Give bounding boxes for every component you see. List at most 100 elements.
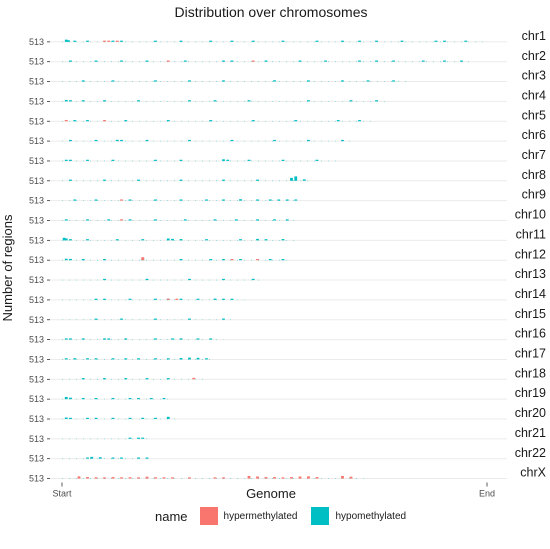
bar-hypermethylated	[115, 40, 119, 42]
bar-hypomethylated	[222, 60, 225, 62]
bar-hypomethylated	[81, 397, 85, 400]
legend: name hypermethylated hypomethylated	[0, 497, 550, 537]
bar-hypomethylated	[166, 238, 170, 241]
legend-label-hypomethylated: hypomethylated	[335, 510, 407, 522]
bar-hypermethylated	[111, 477, 115, 479]
bar-hypomethylated	[247, 100, 251, 102]
bar-hypomethylated	[154, 40, 157, 42]
bar-hypomethylated	[307, 80, 310, 82]
bar-hypomethylated	[128, 397, 132, 400]
bar-hypomethylated	[188, 100, 191, 102]
bar-hypomethylated	[222, 179, 225, 181]
bar-hypomethylated	[349, 100, 353, 102]
bar-hypomethylated	[196, 357, 200, 360]
bar-hypermethylated	[166, 60, 170, 62]
facet-label-chr19: chr19	[515, 386, 546, 400]
bar-hypomethylated	[69, 417, 72, 419]
y-tick-label: 513	[29, 96, 44, 106]
bar-hypomethylated	[103, 298, 106, 300]
bar-hypomethylated	[120, 60, 123, 62]
bar-hypomethylated	[73, 40, 77, 42]
bar-hypomethylated	[128, 437, 132, 439]
bar-hypomethylated	[464, 40, 468, 42]
bar-hypomethylated	[264, 239, 268, 241]
bar-hypermethylated	[141, 257, 145, 261]
y-tick-label: 513	[29, 434, 44, 444]
bar-hypermethylated	[298, 476, 302, 479]
facet-label-chr9: chr9	[522, 188, 546, 202]
bar-hypomethylated	[273, 219, 276, 221]
bar-hypomethylated	[209, 259, 213, 261]
legend-swatch-hypermethylated	[199, 507, 218, 525]
bar-hypomethylated	[358, 60, 361, 62]
bar-hypomethylated	[154, 219, 157, 221]
bar-hypomethylated	[166, 120, 170, 122]
bar-hypermethylated	[290, 477, 293, 479]
facet-label-chr22: chr22	[515, 446, 546, 460]
facet-label-chr4: chr4	[522, 88, 546, 102]
bar-hypermethylated	[64, 119, 68, 122]
bar-hypomethylated	[222, 278, 225, 281]
y-tick-label: 513	[29, 196, 44, 206]
bar-hypomethylated	[64, 238, 68, 241]
bar-hypomethylated	[86, 219, 89, 221]
bar-hypomethylated	[120, 318, 123, 320]
bar-hypomethylated	[154, 338, 157, 340]
bar-hypomethylated	[222, 298, 225, 300]
bar-hypomethylated	[154, 318, 157, 320]
bar-hypomethylated	[375, 40, 378, 42]
bar-hypomethylated	[69, 159, 72, 161]
facet-label-chr7: chr7	[522, 148, 546, 162]
bar-hypomethylated	[230, 139, 234, 142]
bar-hypomethylated	[171, 338, 174, 340]
bar-hypomethylated	[205, 199, 208, 201]
y-tick-label: 513	[29, 335, 44, 345]
y-axis-title: Number of regions	[0, 214, 15, 321]
bar-hypomethylated	[64, 417, 68, 419]
bar-hypermethylated	[171, 477, 174, 479]
bar-hypermethylated	[222, 477, 225, 479]
bar-hypomethylated	[375, 100, 378, 102]
facet-label-chr17: chr17	[515, 347, 546, 361]
bar-hypomethylated	[294, 176, 298, 181]
facet-label-chrX: chrX	[520, 466, 546, 480]
bar-hypomethylated	[230, 60, 234, 62]
y-tick-label: 513	[29, 255, 44, 265]
x-tick-end: End	[479, 489, 495, 499]
bar-hypomethylated	[69, 179, 72, 181]
bar-hypomethylated	[434, 40, 438, 42]
bar-hypomethylated	[128, 219, 132, 221]
bar-hypermethylated	[145, 476, 149, 479]
bar-hypomethylated	[69, 258, 72, 261]
bar-hypomethylated	[124, 358, 128, 360]
bar-hypomethylated	[86, 358, 89, 360]
bar-hypomethylated	[154, 358, 157, 360]
x-axis-title: Genome	[246, 486, 296, 501]
bar-hypomethylated	[209, 120, 213, 122]
bar-hypomethylated	[86, 457, 89, 459]
bar-hypomethylated	[111, 358, 115, 360]
bar-hypomethylated	[154, 159, 157, 161]
bar-hypomethylated	[94, 60, 98, 62]
bar-hypomethylated	[179, 199, 183, 201]
bar-hypomethylated	[81, 338, 85, 340]
bar-hypomethylated	[179, 239, 183, 241]
bar-hypomethylated	[179, 40, 183, 42]
bar-hypermethylated	[94, 477, 98, 479]
y-tick-label: 513	[29, 414, 44, 424]
bar-hypomethylated	[64, 258, 68, 261]
bar-hypomethylated	[341, 139, 344, 142]
bar-hypomethylated	[73, 358, 77, 360]
bar-hypomethylated	[145, 378, 149, 380]
bar-hypermethylated	[264, 477, 268, 479]
bar-hypomethylated	[166, 378, 170, 380]
bar-hypomethylated	[64, 358, 68, 360]
facet-label-chr6: chr6	[522, 128, 546, 142]
bar-hypomethylated	[307, 100, 310, 102]
bar-hypermethylated	[103, 40, 106, 42]
bar-hypomethylated	[111, 417, 115, 419]
bar-hypermethylated	[349, 476, 353, 479]
bar-hypomethylated	[128, 298, 132, 300]
bar-hypermethylated	[77, 476, 81, 479]
bar-hypomethylated	[111, 397, 115, 400]
